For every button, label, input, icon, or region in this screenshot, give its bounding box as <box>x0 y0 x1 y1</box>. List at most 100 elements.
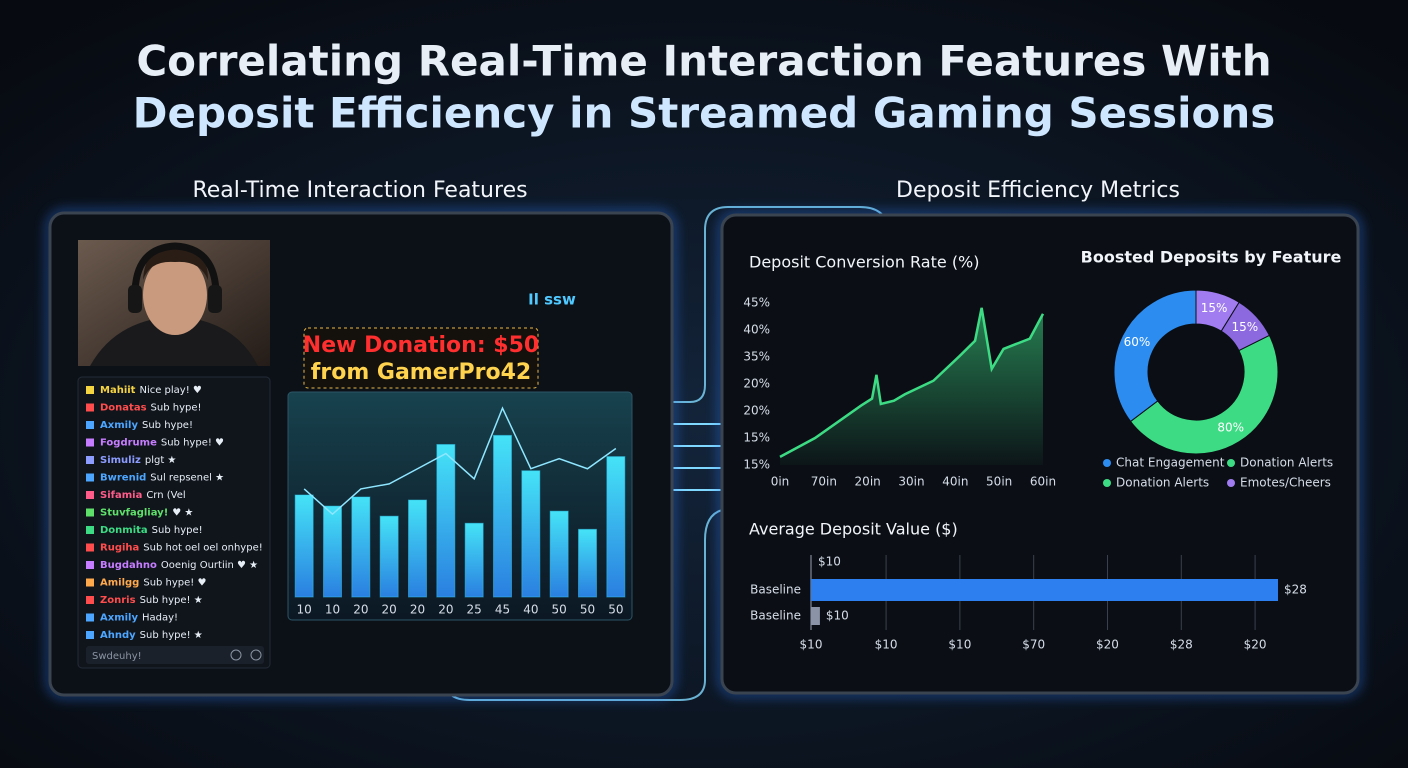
chat-messages: Mahiit Nice play! ♥ Donatas Sub hype! Axmily… <box>86 385 263 641</box>
donation-text: from GamerPro42 <box>311 360 531 385</box>
trend-line <box>303 406 617 516</box>
chat-user: Amilgg <box>100 578 139 589</box>
x-tick-label: $10 <box>948 638 971 652</box>
chat-badge <box>86 631 94 639</box>
chat-user: Donatas <box>100 403 147 414</box>
chat-line: Fogdrume Sub hype! ♥ <box>100 438 224 449</box>
chat-badge <box>86 613 94 622</box>
chat-badge <box>86 491 94 499</box>
title-line: Deposit Efficiency in Streamed Gaming Se… <box>133 89 1276 138</box>
stream-tag: Il ssw <box>528 291 576 309</box>
chat-text: Sul repsenel ★ <box>150 473 224 484</box>
chat-box <box>77 376 271 669</box>
x-tick-label: 70in <box>811 475 837 489</box>
legend-label: Donation Alerts <box>1240 456 1333 470</box>
chat-user: Mahiit <box>100 385 136 396</box>
chat-user: Bugdahno <box>100 560 157 571</box>
chat-badge <box>86 578 94 587</box>
chat-badge <box>86 421 94 429</box>
bar <box>606 456 626 598</box>
chat-input[interactable] <box>86 646 264 664</box>
chat-badge <box>86 596 94 604</box>
line <box>779 307 1045 459</box>
chat-line: Mahiit Nice play! ♥ <box>100 385 202 396</box>
y-tick-label: 20% <box>743 404 770 418</box>
x-tick-label: 50in <box>986 475 1012 489</box>
plot-area <box>287 391 633 621</box>
chat-text: Sub hot oel oel onhype! <box>143 543 262 554</box>
donation-text: New Donation: $50 <box>303 333 539 358</box>
chat-badge <box>86 561 94 569</box>
chat-badge <box>86 403 94 412</box>
chart-title: Boosted Deposits by Feature <box>1081 248 1342 267</box>
bar <box>294 494 314 598</box>
x-tick-label: 25 <box>467 603 482 617</box>
x-tick-label: $10 <box>875 638 898 652</box>
x-tick-label: 50 <box>552 603 567 617</box>
x-tick-label: $20 <box>1096 638 1119 652</box>
chat-line: Amilgg Sub hype! ♥ <box>100 578 206 589</box>
chat-placeholder: Swdeuhy! <box>92 651 142 662</box>
legend-swatch <box>1227 459 1235 467</box>
chat-line: Donatas Sub hype! <box>100 403 202 414</box>
segment-label: 15% <box>1231 320 1258 334</box>
segment-label: 60% <box>1124 335 1151 349</box>
x-tick-label: 45 <box>495 603 510 617</box>
bar <box>408 499 427 598</box>
area-fill <box>780 307 1043 465</box>
chat-badge <box>86 456 94 464</box>
bar <box>493 434 512 598</box>
x-tick-label: 20in <box>855 475 881 489</box>
chat-text: Sub hype! <box>142 420 193 431</box>
x-tick-label: $28 <box>1170 638 1193 652</box>
x-tick-label: 50 <box>608 603 623 617</box>
chat-text: Crn (Vel <box>146 490 185 501</box>
x-tick-label: 10 <box>325 603 340 617</box>
category-label: Baseline <box>750 583 801 597</box>
legend-swatch <box>1227 479 1235 487</box>
chat-text: Haday! <box>142 613 178 624</box>
bar <box>436 443 456 598</box>
value-label: $10 <box>826 609 849 623</box>
chat-user: Axmily <box>100 420 138 431</box>
chat-user: Rugiha <box>100 543 139 554</box>
bar <box>323 505 342 598</box>
chat-badge <box>86 526 94 534</box>
x-tick-label: $10 <box>800 638 823 652</box>
x-tick-label: $20 <box>1244 638 1267 652</box>
chat-user: Sifamia <box>100 490 142 501</box>
chat-line: Zonris Sub hype! ★ <box>100 595 203 606</box>
x-tick-label: $70 <box>1022 638 1045 652</box>
chat-line: Axmily Haday! <box>100 613 178 624</box>
x-tick-label: 40in <box>942 475 968 489</box>
chart-title: Deposit Conversion Rate (%) <box>749 253 980 272</box>
legend-label: Donation Alerts <box>1116 476 1209 490</box>
chat-badge <box>86 386 94 394</box>
legend-label: Emotes/Cheers <box>1240 476 1331 490</box>
y-tick-label: 15% <box>743 458 770 472</box>
chat-icon[interactable] <box>250 649 262 661</box>
donation-alert <box>303 327 539 389</box>
segment-label: 15% <box>1201 301 1228 315</box>
x-tick-label: 50 <box>580 603 595 617</box>
chat-text: Sub hype! ♥ <box>161 438 224 449</box>
value-label: $28 <box>1284 583 1307 597</box>
legend-label: Chat Engagement <box>1116 456 1225 470</box>
chat-line: Stuvfagliay! ♥ ★ <box>100 508 193 519</box>
bar <box>521 470 541 598</box>
title-line: Correlating Real-Time Interaction Featur… <box>136 37 1271 86</box>
chat-text: Sub hype! <box>151 403 202 414</box>
segment-label: 80% <box>1217 421 1244 435</box>
bar <box>811 607 820 625</box>
bar <box>549 510 569 598</box>
x-tick-label: 0in <box>771 475 790 489</box>
x-tick-label: 10 <box>297 603 312 617</box>
y-tick-label: 40% <box>743 323 770 337</box>
chat-user: Stuvfagliay! <box>100 508 168 519</box>
bar <box>379 515 399 598</box>
chat-icon[interactable] <box>230 649 242 661</box>
chat-text: ♥ ★ <box>172 508 193 519</box>
chat-user: Donmita <box>100 525 148 536</box>
x-tick-label: 40 <box>523 603 538 617</box>
